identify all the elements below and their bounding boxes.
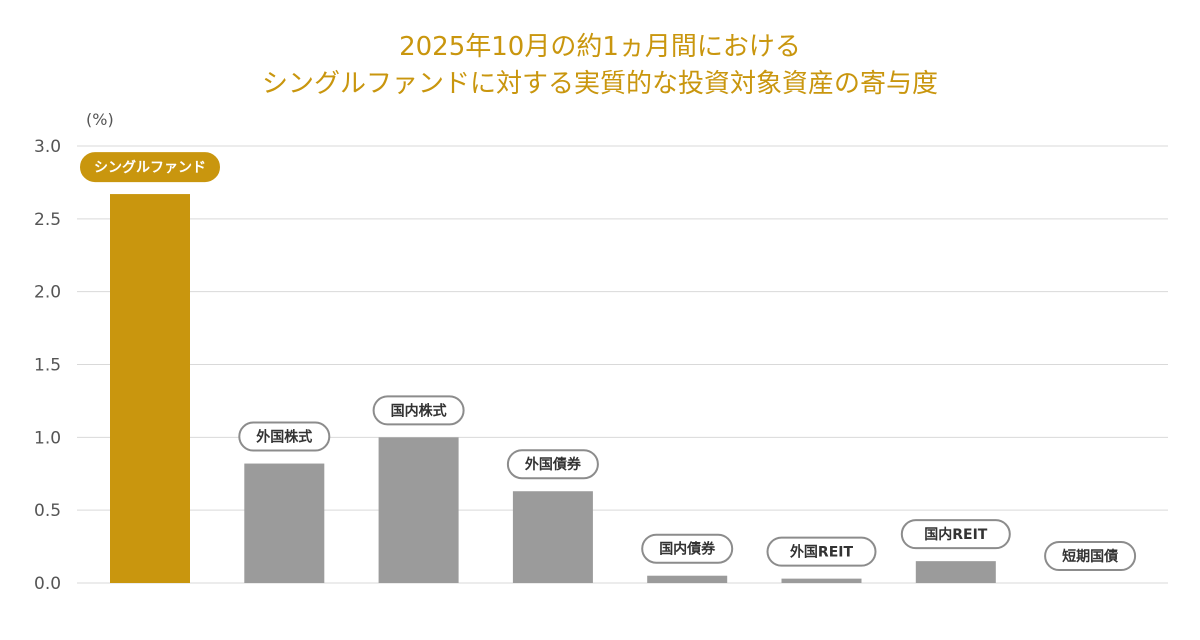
category-pill-0 [80,152,220,183]
bar-1 [244,463,325,583]
category-label: 国内REIT [924,526,988,543]
category-pill-2 [372,395,465,426]
chart-title-line-1: 2025年10月の約1ヵ月間における [399,32,801,62]
category-label: 短期国債 [1062,548,1118,565]
chart-title-line-2: シングルファンドに対する実質的な投資対象資産の寄与度 [261,69,938,99]
y-tick-label: 3.0 [34,137,61,157]
category-pill-5 [766,536,877,567]
bar-6 [915,561,996,583]
bar-4 [647,575,728,583]
bar-5 [781,578,862,583]
y-tick-label: 1.0 [34,428,61,448]
y-tick-label: 1.5 [34,356,61,376]
bar-3 [512,491,593,583]
y-tick-label: 0.0 [34,574,61,594]
category-label: 国内株式 [391,402,447,419]
category-label: 外国REIT [790,544,854,561]
category-pill-4 [641,533,734,564]
category-pill-3 [506,449,599,480]
category-label: 外国株式 [256,429,312,446]
y-tick-label: 2.5 [34,210,61,230]
y-axis-unit-label: (%) [86,110,114,129]
bar-0 [110,194,190,583]
category-label: 国内債券 [659,541,716,558]
category-pill-6 [900,519,1011,550]
category-label: シングルファンド [94,159,206,176]
y-tick-label: 0.5 [34,501,61,521]
bar-2 [378,437,459,583]
category-pill-1 [238,421,331,452]
category-label: 外国債券 [525,456,582,473]
y-tick-label: 2.0 [34,283,61,303]
category-pill-7 [1044,541,1137,571]
